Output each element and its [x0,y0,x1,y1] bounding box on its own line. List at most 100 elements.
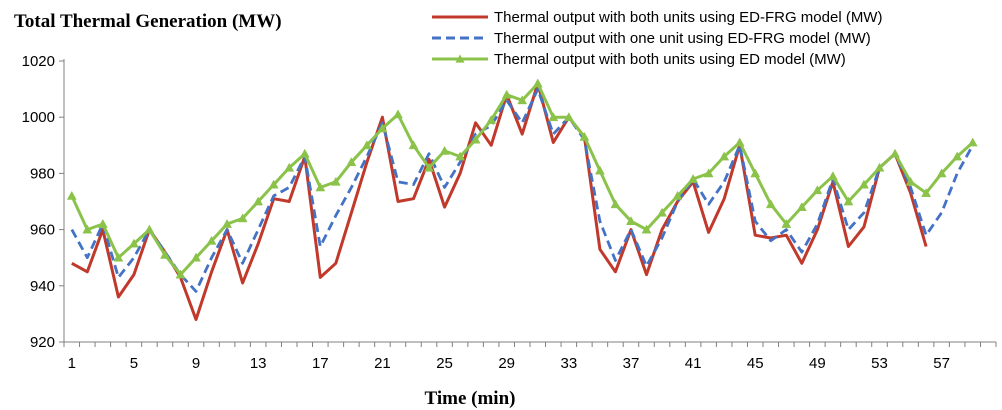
data-point [424,162,434,172]
plot-area [66,78,978,321]
data-point [905,176,916,186]
data-point [330,176,341,186]
data-point [812,185,823,195]
x-tick-label: 37 [623,355,640,372]
data-point [967,137,978,147]
data-point [470,134,481,144]
data-point [299,148,310,158]
legend-label: Thermal output with one unit using ED-FR… [494,30,871,47]
data-point [734,137,745,147]
data-point [796,202,807,211]
x-tick-label: 45 [747,355,764,372]
data-point [952,151,963,161]
data-point [315,182,326,192]
data-point [66,190,77,200]
data-point [144,224,155,234]
y-tick-label: 960 [30,222,55,239]
chart-title: Total Thermal Generation (MW) [14,11,282,32]
x-tick-label: 57 [933,355,950,372]
x-tick-label: 13 [250,355,267,372]
data-point [843,196,854,206]
data-point [781,218,792,228]
data-point [594,165,605,175]
legend-item-1: Thermal output with both units using ED-… [432,9,882,26]
data-point [393,109,403,119]
data-point [688,174,699,183]
data-point [160,249,170,259]
data-point [237,213,248,223]
x-tick-label: 17 [312,355,329,372]
data-point [703,168,714,178]
data-point [191,252,201,262]
data-point [501,89,512,99]
data-point [874,162,885,172]
y-tick-label: 920 [30,334,55,351]
data-point [890,148,900,158]
data-point [641,224,652,234]
data-point [361,140,372,150]
x-tick-label: 33 [560,355,577,372]
data-point [439,145,450,155]
data-point [936,168,947,178]
y-tick-label: 940 [30,278,55,295]
data-point [175,269,186,279]
data-point [97,218,108,228]
data-point [579,131,590,141]
data-point [672,190,683,200]
data-point [408,140,419,150]
data-point [657,207,667,217]
data-point [859,179,869,189]
data-point [284,162,295,172]
series-line [70,82,974,277]
x-tick-label: 29 [498,355,515,372]
data-point [455,151,466,161]
data-point [517,95,528,105]
data-point [765,199,776,209]
legend: Thermal output with both units using ED-… [432,9,882,68]
x-tick-label: 41 [685,355,702,372]
series-3 [66,78,978,279]
data-point [610,199,621,209]
data-point [719,151,730,161]
data-point [626,216,636,226]
series-2 [70,87,974,293]
y-tick-label: 980 [30,165,55,182]
data-point [268,179,279,189]
x-tick-label: 5 [130,355,138,372]
series-line [70,87,974,293]
data-point [113,252,124,262]
series-1 [71,82,928,321]
legend-label: Thermal output with both units using ED-… [494,9,882,26]
y-tick-label: 1020 [22,53,55,70]
legend-marker [455,54,465,63]
x-tick-label: 53 [871,355,888,372]
data-point [253,196,264,206]
data-point [128,238,139,248]
x-axis: 1 5 9 13 17 21 25 29 33 37 41 45 49 53 57 [63,341,997,372]
legend-item-2: Thermal output with one unit using ED-FR… [432,30,871,47]
data-point [206,235,217,245]
x-tick-label: 25 [436,355,453,372]
y-tick-label: 1000 [22,109,55,126]
data-point [563,112,574,122]
data-point [532,78,543,88]
data-point [377,123,388,133]
x-tick-label: 21 [374,355,391,372]
x-axis-label: Time (min) [425,388,516,409]
y-axis: 920 940 960 980 1000 1020 [22,53,65,351]
data-point [750,168,761,178]
data-point [548,112,559,122]
data-point [222,218,233,228]
x-tick-label: 1 [68,355,76,372]
x-tick-label: 49 [809,355,826,372]
legend-label: Thermal output with both units using ED … [494,51,846,68]
series-line [71,82,928,321]
data-point [827,171,838,181]
legend-item-3: Thermal output with both units using ED … [432,51,846,68]
data-point [346,157,357,167]
data-point [82,224,93,234]
data-point [921,188,932,197]
data-point [486,114,497,124]
x-tick-label: 9 [192,355,200,372]
